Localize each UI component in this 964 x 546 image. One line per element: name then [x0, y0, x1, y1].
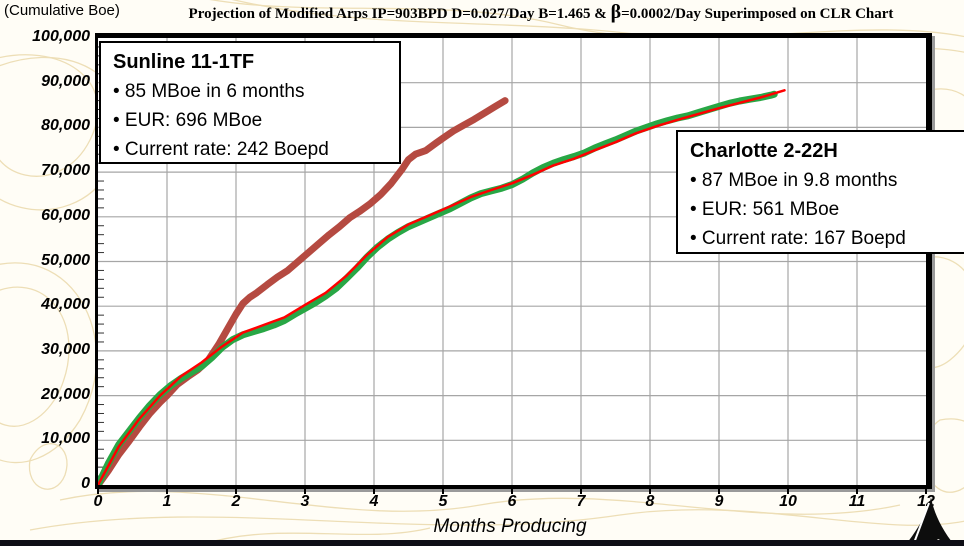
annotation-charlotte-line-2: • EUR: 561 MBoe: [690, 199, 840, 220]
annotation-sunline-line-2: • EUR: 696 MBoe: [113, 110, 263, 131]
x-tick-mark: [580, 489, 582, 494]
annotation-sunline-title: Sunline 11-1TF: [113, 51, 255, 73]
y-tick-label: 50,000: [41, 251, 90, 269]
annotation-charlotte-line-1: • 87 MBoe in 9.8 months: [690, 170, 898, 191]
x-tick-mark: [925, 489, 927, 494]
x-tick-mark: [718, 489, 720, 494]
y-tick-label: 30,000: [41, 340, 90, 358]
y-tick-label: 80,000: [41, 117, 90, 135]
x-axis-title: Months Producing: [433, 516, 587, 537]
annotation-charlotte-line-3: • Current rate: 167 Boepd: [690, 228, 906, 249]
x-tick-mark: [235, 489, 237, 494]
chart-title: Projection of Modified Arps IP=903BPD D=…: [120, 2, 962, 23]
chart-title-part2: =0.0002/Day Superimposed on CLR Chart: [621, 6, 894, 22]
north-arrow-icon: [904, 497, 956, 546]
series-sunline-11-1tf-actual-cumulative-: [98, 97, 509, 485]
x-tick-label: 3: [300, 493, 310, 510]
annotation-box-charlotte: Charlotte 2-22H • 87 MBoe in 9.8 months …: [676, 130, 964, 254]
y-tick-label: 0: [81, 475, 90, 492]
x-tick-mark: [373, 489, 375, 494]
y-tick-label: 100,000: [32, 28, 90, 45]
x-tick-mark: [166, 489, 168, 494]
y-tick-label: 10,000: [41, 430, 90, 448]
series-modified-arps-projection: [98, 89, 786, 485]
x-tick-mark: [304, 489, 306, 494]
x-tick-label: 7: [576, 493, 586, 510]
y-tick-label: 20,000: [41, 385, 90, 403]
annotation-sunline-line-1: • 85 MBoe in 6 months: [113, 81, 305, 102]
x-tick-label: 4: [369, 493, 379, 510]
y-axis-unit-label: (Cumulative Boe): [4, 2, 120, 19]
x-tick-label: 5: [438, 493, 448, 510]
x-tick-label: 2: [231, 493, 241, 510]
x-tick-label: 0: [93, 493, 103, 510]
x-tick-label: 1: [162, 493, 172, 510]
annotation-box-sunline: Sunline 11-1TF • 85 MBoe in 6 months • E…: [99, 41, 401, 164]
x-tick-label: 9: [714, 493, 724, 510]
beta-symbol: β: [610, 1, 622, 23]
x-tick-mark: [856, 489, 858, 494]
y-tick-label: 60,000: [41, 206, 90, 224]
x-tick-label: 11: [848, 493, 866, 510]
series-charlotte-2-22h-actual-cumulative-: [98, 90, 778, 485]
x-tick-mark: [442, 489, 444, 494]
annotation-charlotte-title: Charlotte 2-22H: [690, 140, 838, 162]
x-tick-label: 8: [645, 493, 655, 510]
x-tick-label: 6: [507, 493, 517, 510]
x-tick-label: 10: [779, 493, 797, 510]
y-tick-label: 90,000: [41, 72, 90, 90]
annotation-sunline-line-3: • Current rate: 242 Boepd: [113, 139, 329, 160]
bottom-edge-strip: [0, 540, 964, 546]
x-tick-mark: [511, 489, 513, 494]
x-tick-mark: [649, 489, 651, 494]
y-tick-label: 70,000: [41, 162, 90, 180]
x-tick-mark: [787, 489, 789, 494]
x-tick-mark: [97, 489, 99, 494]
chart-title-part1: Projection of Modified Arps IP=903BPD D=…: [188, 6, 611, 22]
y-tick-label: 40,000: [41, 296, 90, 314]
